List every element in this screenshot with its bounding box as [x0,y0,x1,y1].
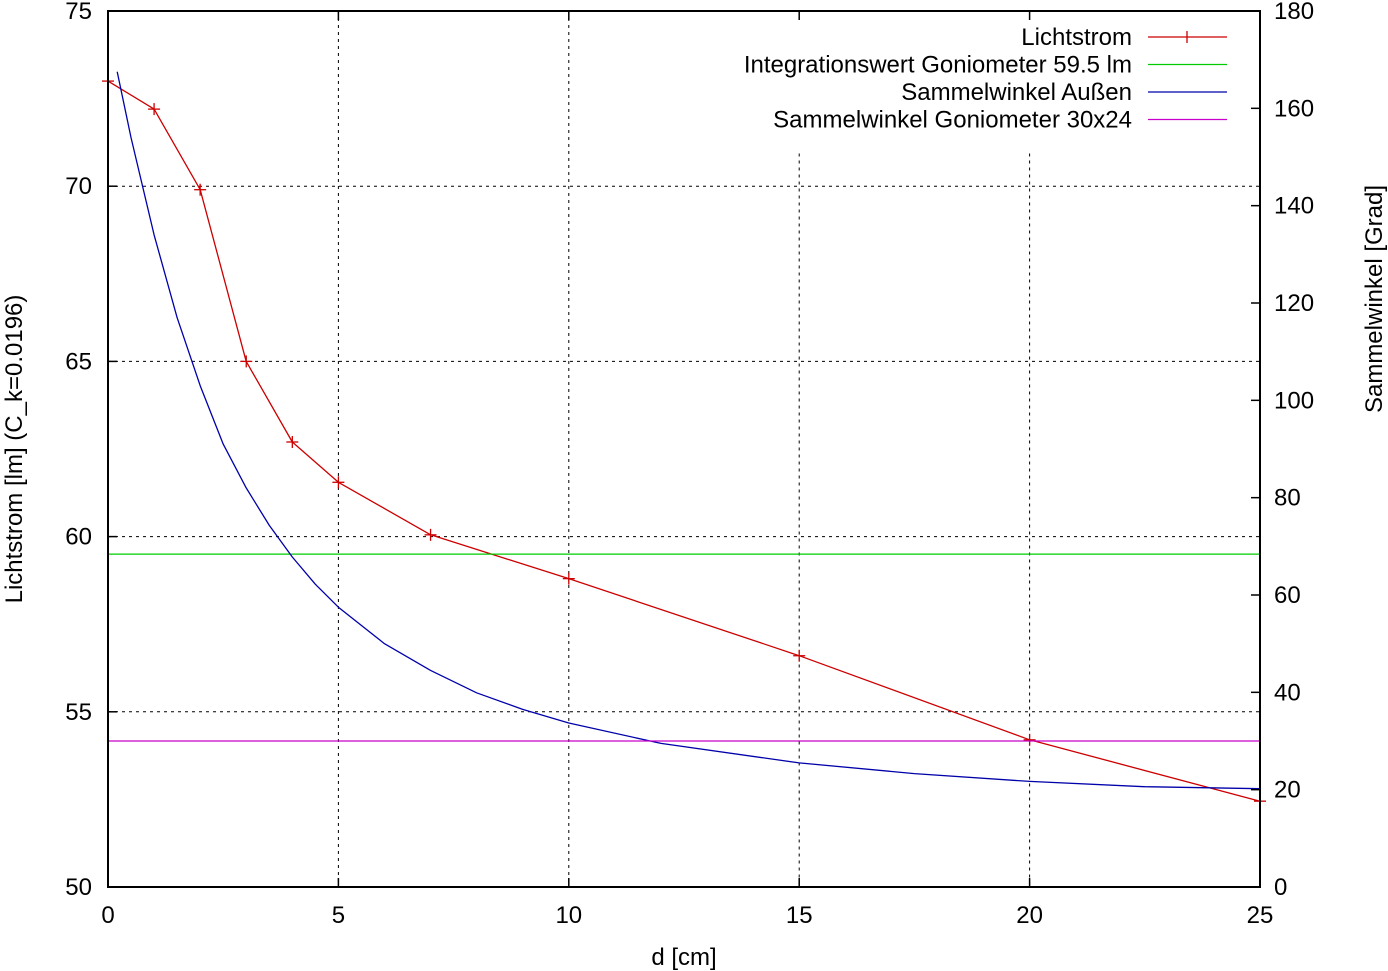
series-layer [102,72,1266,807]
y-tick-label: 75 [65,0,92,25]
y2-tick-label: 100 [1274,387,1314,414]
y-tick-label: 65 [65,348,92,375]
legend-entry-label: Lichtstrom [1021,24,1132,51]
data-point [194,184,206,196]
legend-entry-label: Sammelwinkel Goniometer 30x24 [773,107,1132,134]
x-axis-label: d [cm] [651,944,716,971]
y2-tick-label: 160 [1274,95,1314,122]
x-tick-label: 10 [555,902,582,929]
x-tick-label: 5 [332,902,345,929]
x-tick-label: 20 [1016,902,1043,929]
y2-tick-label: 60 [1274,582,1301,609]
y-tick-label: 55 [65,699,92,726]
y2-tick-label: 40 [1274,679,1301,706]
y2-tick-label: 120 [1274,290,1314,317]
data-point [563,573,575,585]
y2-tick-label: 80 [1274,485,1301,512]
data-point [148,103,160,115]
legend-entry-label: Integrationswert Goniometer 59.5 lm [744,52,1132,79]
y-axis-label: Lichtstrom [lm] (C_k=0.0196) [1,295,28,604]
y2-tick-label: 0 [1274,874,1287,901]
data-point [425,529,437,541]
y2-tick-label: 140 [1274,193,1314,220]
series-line-0 [108,81,1260,801]
x-tick-label: 25 [1247,902,1274,929]
y-tick-label: 70 [65,173,92,200]
tick-labels: 0 5 10 15 20 25 50 55 60 65 70 75 0 20 40 60 80 100 120 140… [65,0,1314,929]
data-point [240,355,252,367]
x-tick-label: 0 [101,902,114,929]
y2-axis-label: Sammelwinkel [Grad] [1361,185,1388,413]
y2-tick-label: 20 [1274,777,1301,804]
y2-tick-label: 180 [1274,0,1314,25]
y-tick-label: 60 [65,524,92,551]
data-point [1024,734,1036,746]
legend-entry-label: Sammelwinkel Außen [901,79,1132,106]
data-point [793,650,805,662]
series-line-2 [117,72,1260,789]
x-tick-label: 15 [786,902,813,929]
y-tick-label: 50 [65,874,92,901]
